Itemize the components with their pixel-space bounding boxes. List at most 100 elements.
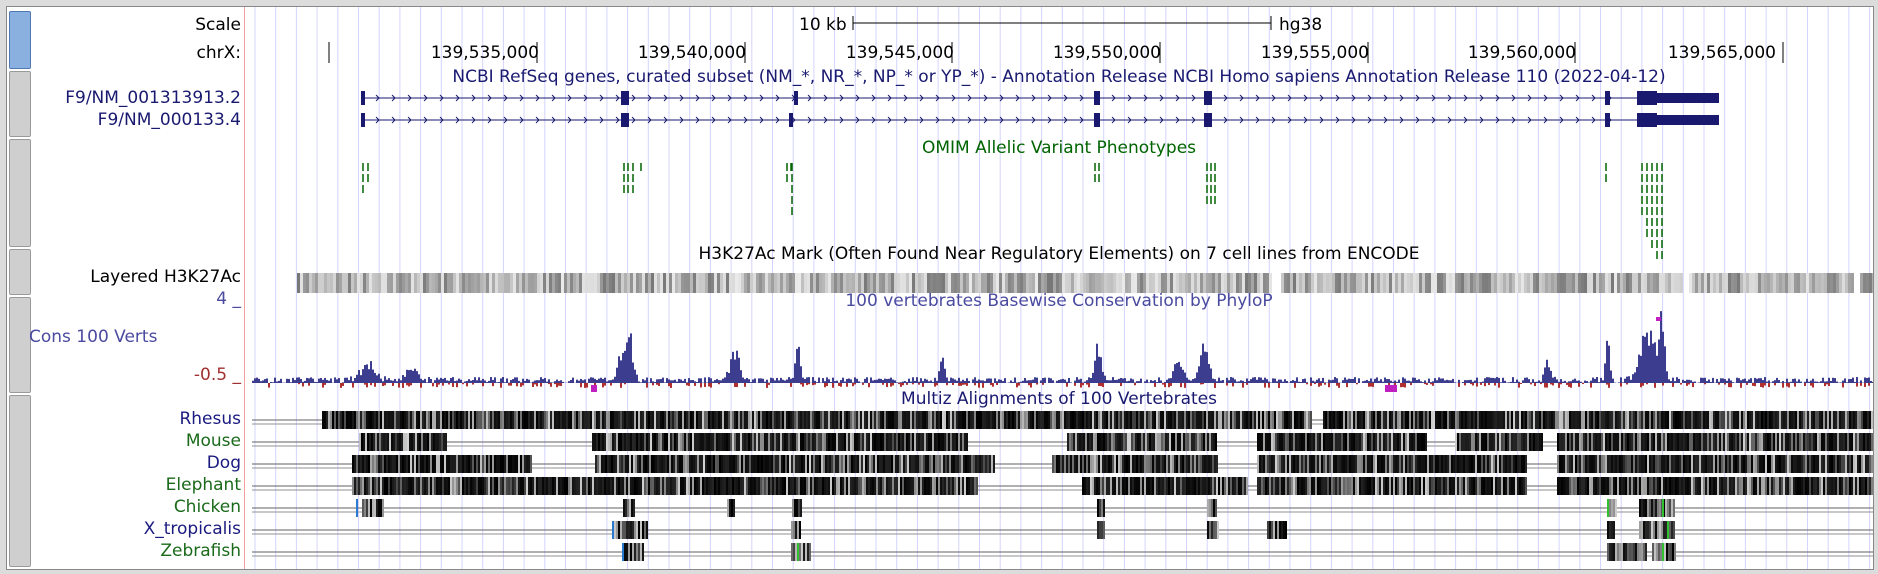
multiz-species-label[interactable]: Chicken [173, 497, 241, 517]
refseq-transcript-label[interactable]: F9/NM_001313913.2 [65, 88, 241, 108]
genome-browser-image[interactable]: Scale chrX: 10 kb hg38 139,535,000 139,5… [6, 6, 1874, 570]
multiz-alignment-block [1825, 477, 1827, 495]
multiz-alignment-block [458, 477, 460, 495]
multiz-species-label[interactable]: Elephant [165, 475, 241, 495]
multiz-alignment-block [1867, 433, 1869, 451]
multiz-alignment-block [830, 433, 832, 451]
multiz-track-handle[interactable] [9, 395, 31, 567]
multiz-alignment-block [508, 411, 510, 429]
multiz-alignment-block [750, 433, 752, 451]
multiz-alignment-block [1705, 455, 1707, 473]
multiz-alignment-block [1661, 411, 1663, 429]
h3k27ac-track-handle[interactable] [9, 249, 31, 295]
multiz-colored-tick [1607, 499, 1609, 517]
multiz-alignment-block [1174, 455, 1176, 473]
multiz-alignment-block [627, 455, 629, 473]
multiz-alignment-block [1405, 411, 1407, 429]
multiz-alignment-block [1591, 433, 1593, 451]
h3k27ac-density-bin [1398, 273, 1401, 293]
h3k27ac-track-label[interactable]: Layered H3K27Ac [90, 267, 241, 287]
phylop-bar [1118, 378, 1120, 383]
multiz-species-label[interactable]: Mouse [185, 431, 241, 451]
ruler-track-handle[interactable] [9, 11, 31, 69]
multiz-species-label[interactable]: Dog [206, 453, 241, 473]
h3k27ac-density-bin [678, 273, 681, 293]
multiz-alignment-block [608, 411, 610, 429]
multiz-alignment-block [434, 455, 436, 473]
multiz-alignment-block [1529, 433, 1531, 451]
phylop-negative-bar [1226, 383, 1228, 386]
multiz-species-label[interactable]: Rhesus [179, 409, 241, 429]
multiz-alignment-block [1210, 411, 1212, 429]
multiz-alignment-block [764, 477, 766, 495]
h3k27ac-density-bin [1767, 273, 1770, 293]
multiz-alignment-block [798, 433, 800, 451]
multiz-alignment-block [476, 455, 478, 473]
multiz-alignment-block [1387, 433, 1389, 451]
multiz-alignment-block [1655, 455, 1657, 473]
phylop-bar [738, 357, 740, 383]
multiz-alignment-block [1611, 543, 1613, 561]
phylop-bar [984, 381, 986, 383]
multiz-alignment-block [626, 433, 628, 451]
multiz-alignment-block [809, 455, 811, 473]
multiz-alignment-block [732, 433, 734, 451]
multiz-alignment-block [1301, 477, 1303, 495]
refseq-track-handle[interactable] [9, 71, 31, 137]
phylop-bar [1398, 379, 1400, 383]
multiz-alignment-block [1513, 411, 1515, 429]
multiz-alignment-block [910, 411, 912, 429]
phylop-bar [956, 380, 958, 383]
h3k27ac-density-bin [1584, 273, 1587, 293]
omim-track-handle[interactable] [9, 139, 31, 247]
phylop-negative-bar [1458, 383, 1460, 387]
multiz-alignment-block [964, 411, 966, 429]
multiz-alignment-block [1609, 477, 1611, 495]
phylop-negative-bar [694, 383, 696, 386]
multiz-alignment-block [1671, 499, 1673, 517]
h3k27ac-density-bin [1242, 273, 1245, 293]
multiz-alignment-block [658, 433, 660, 451]
multiz-alignment-block [774, 433, 776, 451]
h3k27ac-density-bin [1629, 273, 1632, 293]
h3k27ac-density-bin [354, 273, 357, 293]
multiz-alignment-block [1537, 433, 1539, 451]
phylop-negative-bar [408, 383, 410, 387]
phylop-negative-bar [1388, 383, 1390, 387]
tracks-canvas[interactable] [7, 7, 1873, 569]
multiz-alignment-block [634, 433, 636, 451]
phylop-bar [1854, 381, 1856, 383]
multiz-alignment-block [1617, 455, 1619, 473]
multiz-alignment-block [598, 411, 600, 429]
multiz-alignment-block [1339, 477, 1341, 495]
multiz-alignment-block [1459, 411, 1461, 429]
h3k27ac-density-bin [687, 273, 690, 293]
multiz-alignment-block [1787, 455, 1789, 473]
phylop-bar [434, 380, 436, 383]
phylop-negative-bar [1426, 383, 1428, 385]
phylop-bar [544, 378, 546, 383]
multiz-species-label[interactable]: X_tropicalis [143, 519, 241, 539]
multiz-alignment-block [713, 455, 715, 473]
phylop-track-label[interactable]: Cons 100 Verts [29, 327, 158, 347]
multiz-alignment-block [756, 433, 758, 451]
multiz-alignment-block [1134, 411, 1136, 429]
phylop-negative-bar [1860, 383, 1862, 386]
multiz-species-label[interactable]: Zebrafish [160, 541, 241, 561]
phylop-negative-bar [1294, 383, 1296, 388]
multiz-alignment-block [1489, 455, 1491, 473]
multiz-alignment-block [1309, 455, 1311, 473]
multiz-alignment-block [651, 455, 653, 473]
phylop-bar [404, 376, 406, 383]
multiz-alignment-block [1293, 477, 1295, 495]
refseq-transcript-label[interactable]: F9/NM_000133.4 [97, 110, 241, 130]
multiz-alignment-block [768, 477, 770, 495]
phylop-bar [610, 380, 612, 383]
multiz-alignment-block [626, 411, 628, 429]
multiz-alignment-block [478, 455, 480, 473]
multiz-alignment-block [588, 411, 590, 429]
h3k27ac-density-bin [813, 273, 816, 293]
multiz-alignment-block [1517, 477, 1519, 495]
phylop-track-handle[interactable] [9, 297, 31, 393]
multiz-alignment-block [1735, 477, 1737, 495]
